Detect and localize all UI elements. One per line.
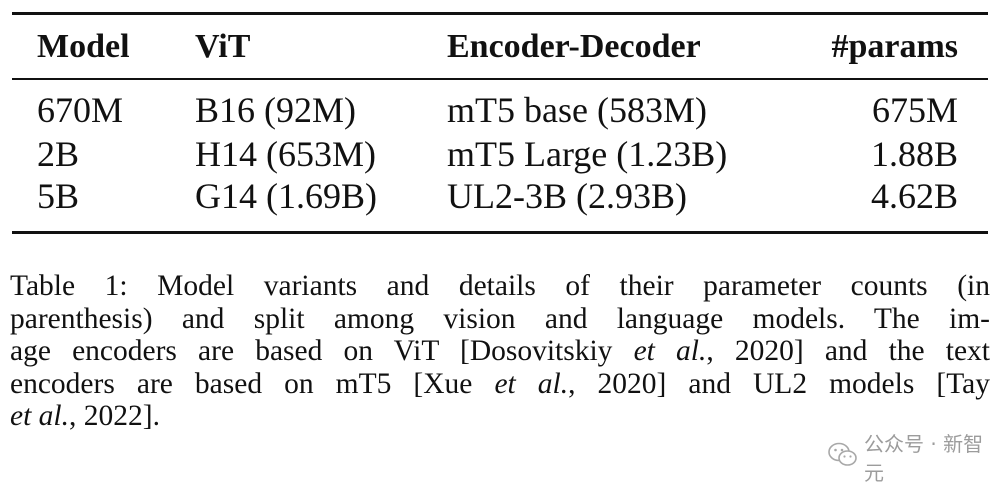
caption-text: age encoders are based on ViT [Dosovitsk… (10, 335, 634, 367)
watermark-text: 公众号 · 新智元 (864, 432, 984, 485)
caption-text: , 2020] and the text (706, 335, 990, 367)
header-vit: ViT (195, 28, 251, 65)
caption-italic: et al. (10, 400, 69, 432)
cell-params: 675M (871, 90, 958, 130)
watermark: 公众号 · 新智元 (828, 428, 1000, 486)
cell-model: 2B (37, 134, 80, 174)
bottom-rule (12, 231, 988, 234)
caption-text: Table 1: Model variants and details of t… (10, 270, 990, 302)
cell-vit: B16 (92M) (195, 90, 356, 130)
caption-text: , 2020] and UL2 models [Tay (568, 367, 990, 400)
caption-line: parenthesis) and split among vision and … (10, 303, 990, 336)
caption-line: Table 1: Model variants and details of t… (10, 270, 990, 303)
header-rule (12, 78, 988, 80)
caption-text: parenthesis) and split among vision and … (10, 302, 990, 335)
header-model: Model (37, 28, 130, 65)
cell-vit: H14 (653M) (195, 134, 376, 174)
caption-line: age encoders are based on ViT [Dosovitsk… (10, 335, 990, 368)
caption-italic: et al. (494, 367, 569, 400)
top-rule (12, 12, 988, 15)
cell-params: 1.88B (870, 134, 958, 174)
cell-params: 4.62B (870, 176, 958, 216)
cell-model: 670M (37, 90, 124, 130)
caption-italic: et al. (633, 335, 707, 367)
cell-model: 5B (37, 176, 80, 216)
table-caption: Table 1: Model variants and details of t… (10, 270, 990, 433)
caption-line: encoders are based on mT5 [Xue et al., 2… (10, 368, 990, 401)
caption-text: , 2022]. (69, 400, 160, 432)
cell-encoder-decoder: UL2-3B (2.93B) (447, 176, 687, 216)
cell-encoder-decoder: mT5 Large (1.23B) (447, 134, 728, 174)
wechat-icon (828, 442, 858, 473)
cell-encoder-decoder: mT5 base (583M) (447, 90, 707, 130)
header-encoder-decoder: Encoder-Decoder (447, 28, 701, 65)
cell-vit: G14 (1.69B) (195, 176, 377, 216)
caption-text: encoders are based on mT5 [Xue (10, 367, 495, 400)
header-params: #params (831, 28, 958, 65)
caption-line: et al., 2022]. (10, 400, 990, 433)
